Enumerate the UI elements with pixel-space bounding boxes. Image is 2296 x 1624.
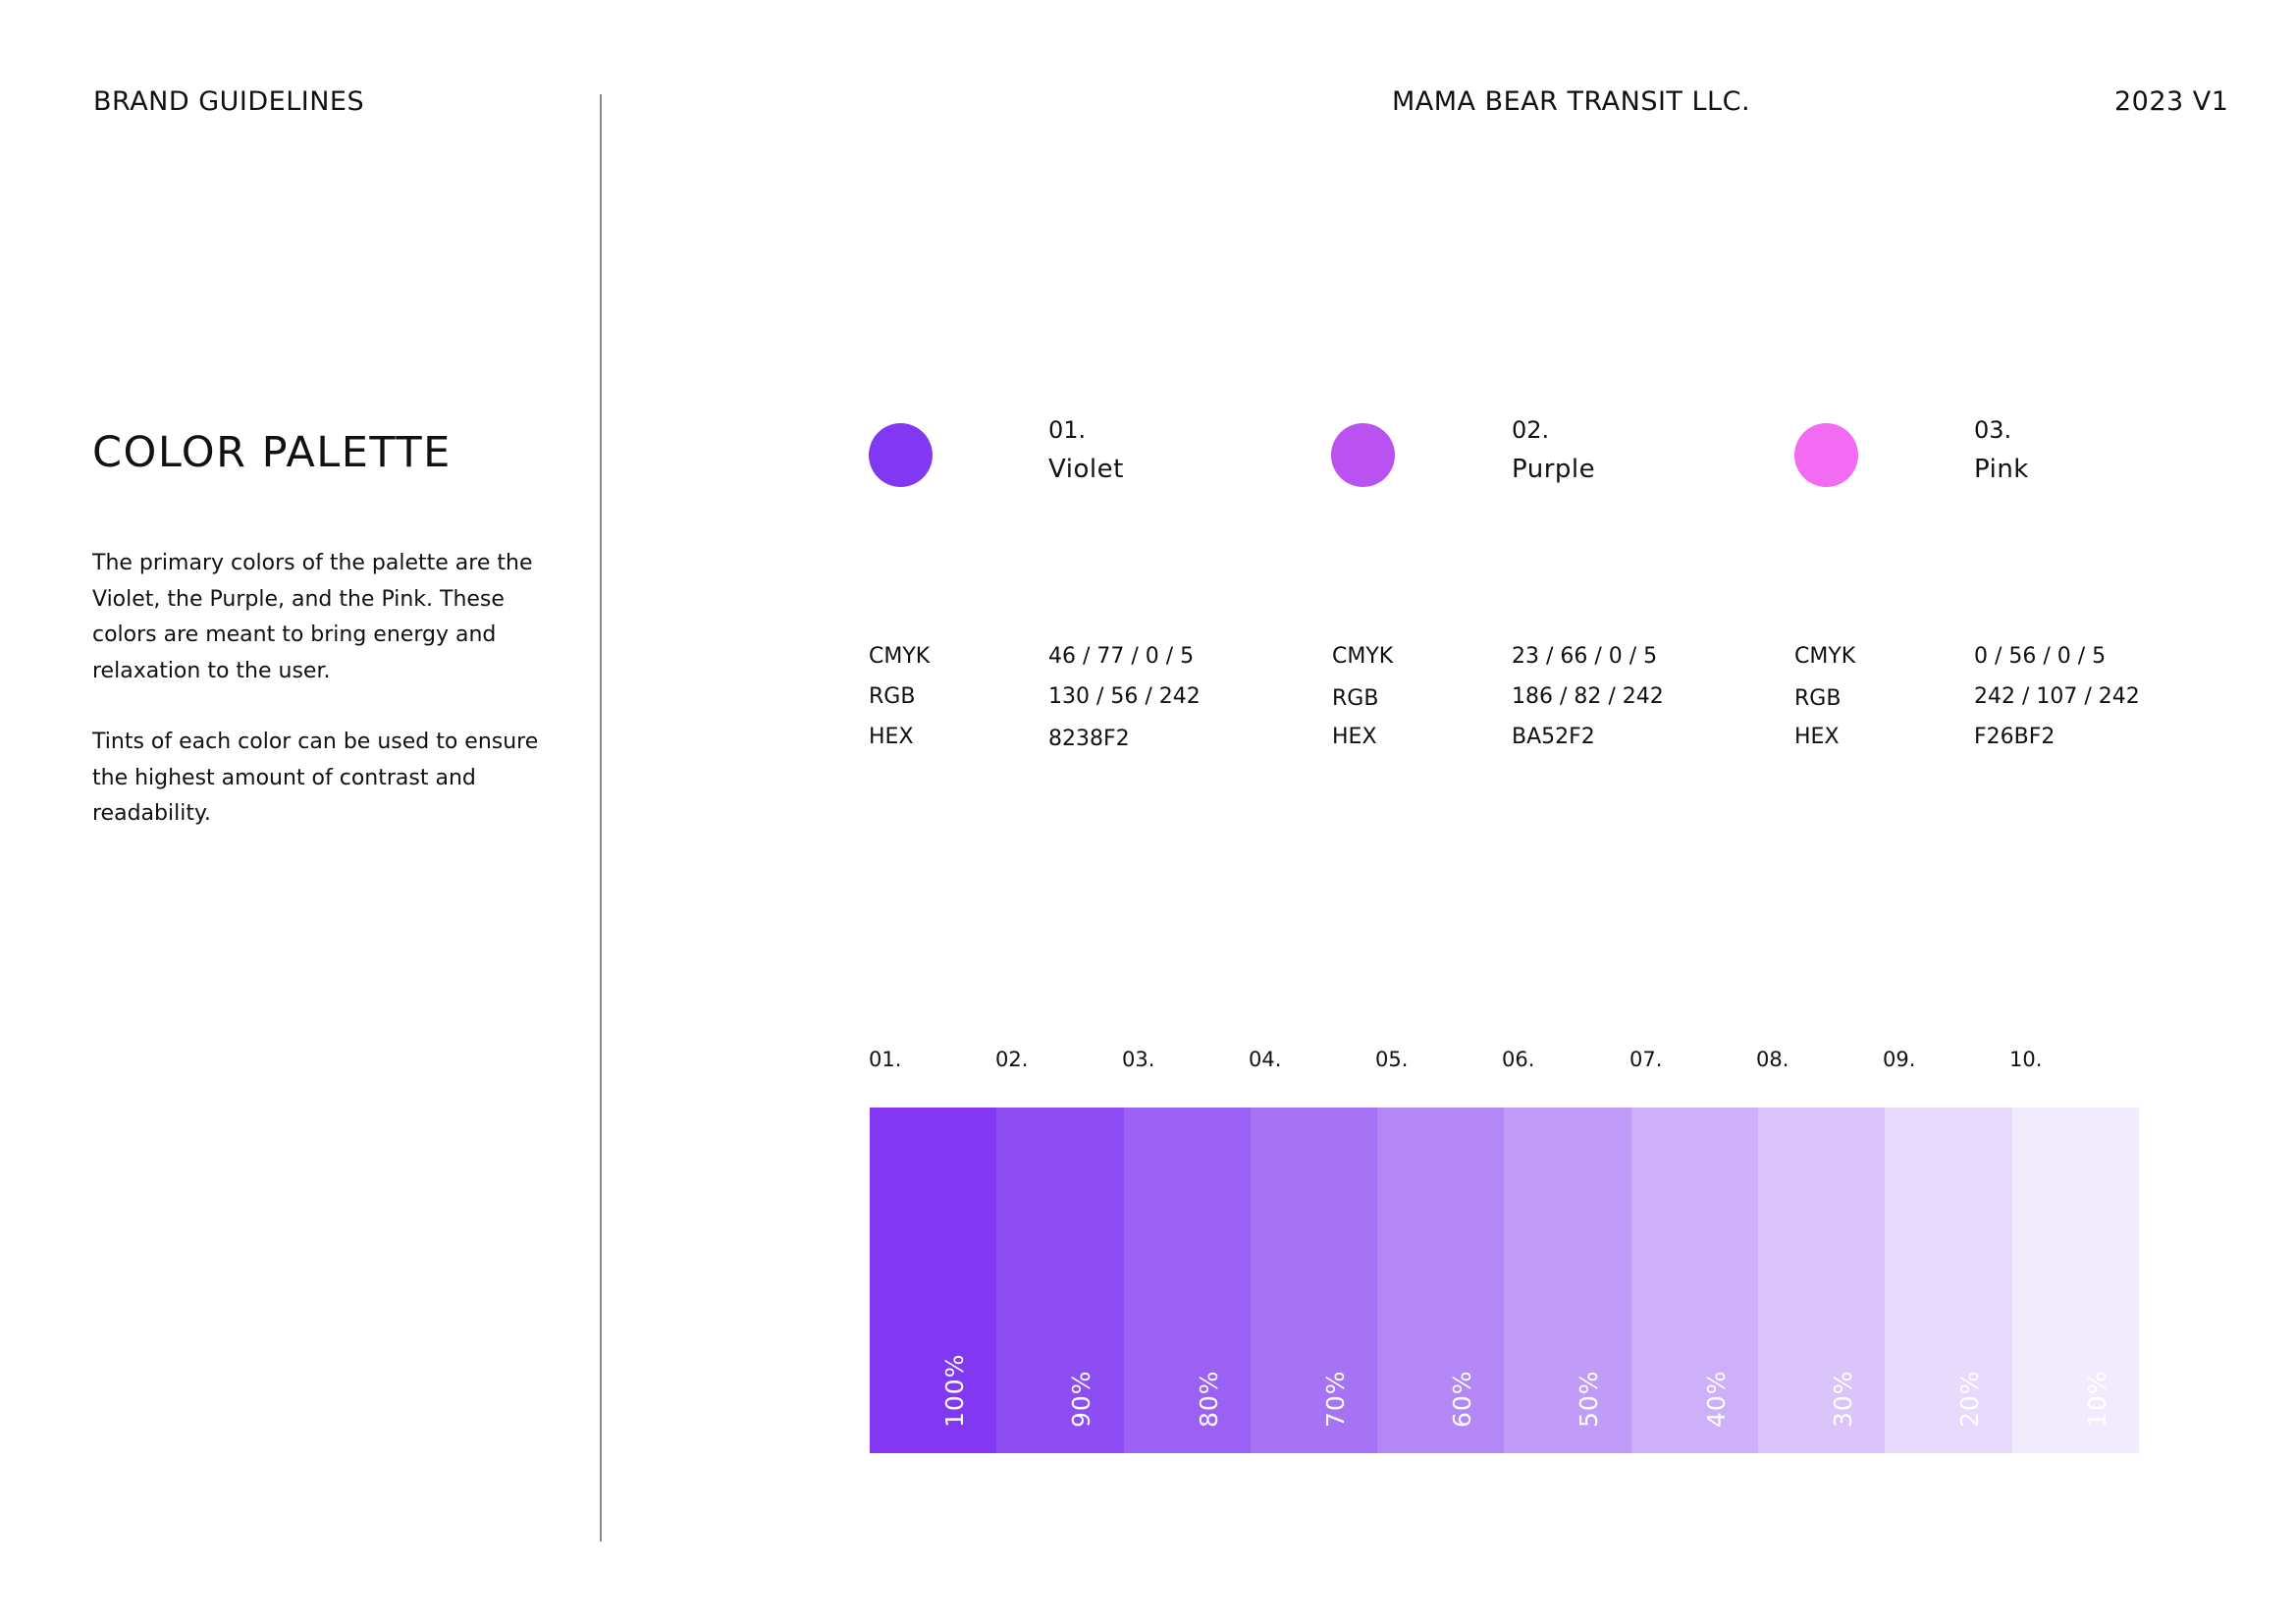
tint-scale: 100% 90% 80% 70% 60% 50% 40% 30% 20% 10%: [870, 1108, 2139, 1453]
hex-label: HEX: [1332, 725, 1377, 749]
tint-percent: 60%: [1448, 1370, 1477, 1428]
vertical-divider: [600, 94, 602, 1542]
color-number: 03.: [1974, 416, 2012, 444]
tint-percent: 20%: [1955, 1370, 1985, 1428]
tint-label: 02.: [995, 1048, 1029, 1071]
color-number: 02.: [1512, 416, 1550, 444]
hex-value: BA52F2: [1512, 725, 1595, 749]
hex-value: F26BF2: [1974, 725, 2056, 749]
tint-percent: 30%: [1829, 1370, 1858, 1428]
tint-percent: 50%: [1575, 1370, 1604, 1428]
violet-swatch: [869, 423, 933, 487]
tint-swatch: 10%: [2011, 1108, 2139, 1453]
tint-swatch: 30%: [1758, 1108, 1886, 1453]
cmyk-value: 46 / 77 / 0 / 5: [1048, 644, 1195, 669]
rgb-label: RGB: [1794, 686, 1842, 711]
tint-swatch: 80%: [1123, 1108, 1251, 1453]
tint-label: 03.: [1122, 1048, 1155, 1071]
hex-value: 8238F2: [1048, 727, 1130, 751]
rgb-label: RGB: [869, 684, 916, 709]
tint-label: 06.: [1502, 1048, 1535, 1071]
hex-label: HEX: [1794, 725, 1840, 749]
cmyk-label: CMYK: [869, 644, 931, 669]
tint-label: 08.: [1756, 1048, 1789, 1071]
cmyk-value: 23 / 66 / 0 / 5: [1512, 644, 1658, 669]
tint-swatch: 20%: [1885, 1108, 2012, 1453]
pink-swatch: [1794, 423, 1858, 487]
color-name: Pink: [1974, 455, 2029, 484]
tint-label: 07.: [1629, 1048, 1663, 1071]
tint-percent: 40%: [1701, 1370, 1731, 1428]
cmyk-label: CMYK: [1794, 644, 1856, 669]
purple-swatch: [1331, 423, 1395, 487]
color-name: Violet: [1048, 455, 1124, 484]
tint-percent: 70%: [1320, 1370, 1350, 1428]
color-name: Purple: [1512, 455, 1596, 484]
tint-label: 10.: [2009, 1048, 2043, 1071]
tint-percent: 80%: [1194, 1370, 1223, 1428]
document-version: 2023 V1: [2114, 86, 2229, 117]
tint-label: 04.: [1249, 1048, 1282, 1071]
tint-swatch: 50%: [1504, 1108, 1631, 1453]
tint-swatch: 70%: [1250, 1108, 1378, 1453]
hex-label: HEX: [869, 725, 914, 749]
company-name: MAMA BEAR TRANSIT LLC.: [1392, 86, 1751, 117]
rgb-label: RGB: [1332, 686, 1379, 711]
tint-label: 01.: [869, 1048, 902, 1071]
section-title: COLOR PALETTE: [92, 428, 452, 477]
tint-percent: 10%: [2082, 1370, 2111, 1428]
rgb-value: 186 / 82 / 242: [1512, 684, 1664, 709]
rgb-value: 130 / 56 / 242: [1048, 684, 1201, 709]
tints-paragraph: Tints of each color can be used to ensur…: [92, 730, 539, 826]
tint-swatch: 90%: [996, 1108, 1124, 1453]
tint-label: 05.: [1375, 1048, 1409, 1071]
tint-swatch: 60%: [1377, 1108, 1505, 1453]
rgb-value: 242 / 107 / 242: [1974, 684, 2140, 709]
tint-label: 09.: [1883, 1048, 1916, 1071]
tint-percent: 90%: [1067, 1370, 1096, 1428]
color-number: 01.: [1048, 416, 1087, 444]
tint-percent: 100%: [940, 1353, 969, 1428]
cmyk-label: CMYK: [1332, 644, 1394, 669]
tint-swatch: 100%: [870, 1108, 997, 1453]
intro-paragraph: The primary colors of the palette are th…: [92, 551, 533, 683]
tint-swatch: 40%: [1630, 1108, 1759, 1453]
cmyk-value: 0 / 56 / 0 / 5: [1974, 644, 2107, 669]
document-label: BRAND GUIDELINES: [93, 86, 365, 117]
